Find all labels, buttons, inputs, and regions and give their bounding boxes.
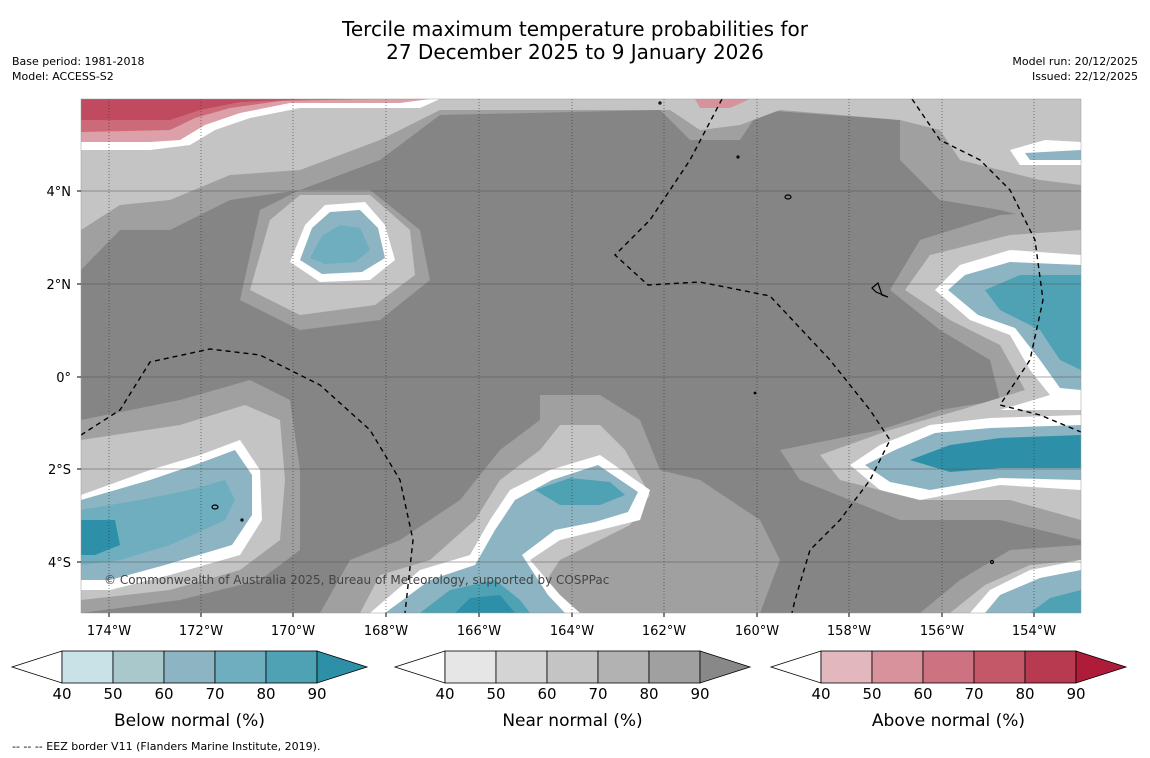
colorbar-tick: 70 (964, 685, 983, 703)
lat-label: 0° (56, 371, 71, 386)
lat-label: 2°S (48, 463, 71, 478)
metadata-left: Base period: 1981-2018 Model: ACCESS-S2 (12, 54, 144, 84)
colorbar-tick: 70 (588, 685, 607, 703)
colorbar-segment (112, 650, 165, 684)
lon-label: 174°W (87, 624, 131, 639)
lat-label: 4°N (47, 185, 72, 200)
colorbar-segment (648, 650, 701, 684)
footer-note: -- -- -- EEZ border V11 (Flanders Marine… (12, 740, 321, 753)
lon-label: 166°W (457, 624, 501, 639)
colorbar-2: 40 50 60 70 80 90 Above normal (%) (769, 650, 1128, 731)
colorbar-segment (214, 650, 267, 684)
colorbar-label: Below normal (%) (114, 711, 265, 731)
colorbar-tick: 80 (256, 685, 275, 703)
lon-label: 170°W (271, 624, 315, 639)
colorbar-tick: 80 (639, 685, 658, 703)
gridlines (81, 190, 1081, 563)
colorbar-segment (871, 650, 924, 684)
colorbar-min-arrow (769, 650, 822, 684)
lon-labels: 174°W 172°W 170°W 168°W 166°W 164°W 162°… (87, 624, 1056, 639)
map-plot-area (81, 99, 1081, 613)
colorbar-segment (265, 650, 318, 684)
lon-label: 156°W (920, 624, 964, 639)
colorbar-segment (922, 650, 975, 684)
colorbar-max-arrow (699, 650, 752, 684)
colorbar-max-arrow (1075, 650, 1128, 684)
colorbar-segment (163, 650, 216, 684)
lat-labels: 4°N 2°N 0° 2°S 4°S (47, 185, 72, 571)
colorbar-tick: 50 (862, 685, 881, 703)
map-title: Tercile maximum temperature probabilitie… (0, 18, 1150, 64)
colorbar-tick: 40 (435, 685, 454, 703)
colorbar-min-arrow (393, 650, 446, 684)
colorbar-tick: 60 (154, 685, 173, 703)
colorbar-tick: 40 (52, 685, 71, 703)
colorbar-min-arrow (10, 650, 63, 684)
colorbar-segment (546, 650, 599, 684)
colorbar-tick: 60 (913, 685, 932, 703)
lon-label: 154°W (1012, 624, 1056, 639)
colorbar-label: Near normal (%) (502, 711, 642, 731)
issued-date: Issued: 22/12/2025 (1031, 70, 1138, 83)
title-line-2: 27 December 2025 to 9 January 2026 (386, 40, 764, 64)
lon-label: 168°W (364, 624, 408, 639)
colorbar-tick: 50 (103, 685, 122, 703)
lon-label: 160°W (735, 624, 779, 639)
colorbars: 40 50 60 70 80 90 Below normal (%) 40 50 60 70 80 90… (10, 650, 1128, 731)
colorbar-segment (1024, 650, 1077, 684)
lon-label: 172°W (179, 624, 223, 639)
colorbar-label: Above normal (%) (872, 711, 1025, 731)
colorbar-tick: 40 (811, 685, 830, 703)
copyright-note: © Commonwealth of Australia 2025, Bureau… (104, 573, 609, 587)
colorbar-segment (973, 650, 1026, 684)
colorbar-tick: 70 (205, 685, 224, 703)
lat-label: 2°N (47, 278, 72, 293)
colorbar-segment (61, 650, 114, 684)
axis-ticks (77, 190, 1035, 617)
islands (211, 101, 995, 565)
lat-label: 4°S (48, 556, 71, 571)
colorbar-tick: 90 (307, 685, 326, 703)
colorbar-tick: 90 (1066, 685, 1085, 703)
lon-label: 164°W (550, 624, 594, 639)
lon-label: 162°W (642, 624, 686, 639)
below-normal-area (81, 140, 1081, 613)
colorbar-tick: 80 (1015, 685, 1034, 703)
above-normal-area (81, 99, 750, 150)
base-period: Base period: 1981-2018 (12, 55, 145, 68)
colorbar-1: 40 50 60 70 80 90 Near normal (%) (393, 650, 752, 731)
colorbar-tick: 60 (537, 685, 556, 703)
metadata-right: Model run: 20/12/2025 Issued: 22/12/2025 (1012, 54, 1138, 84)
colorbar-segment (597, 650, 650, 684)
lon-label: 158°W (827, 624, 871, 639)
colorbar-tick: 90 (690, 685, 709, 703)
title-line-1: Tercile maximum temperature probabilitie… (342, 17, 808, 41)
colorbar-segment (444, 650, 497, 684)
colorbar-tick: 50 (486, 685, 505, 703)
model-name: Model: ACCESS-S2 (12, 70, 114, 83)
map-frame (80, 98, 1082, 614)
colorbar-segment (495, 650, 548, 684)
colorbar-0: 40 50 60 70 80 90 Below normal (%) (10, 650, 369, 731)
model-run: Model run: 20/12/2025 (1012, 55, 1138, 68)
colorbar-segment (820, 650, 873, 684)
colorbar-max-arrow (316, 650, 369, 684)
eez-borders (81, 99, 1081, 613)
